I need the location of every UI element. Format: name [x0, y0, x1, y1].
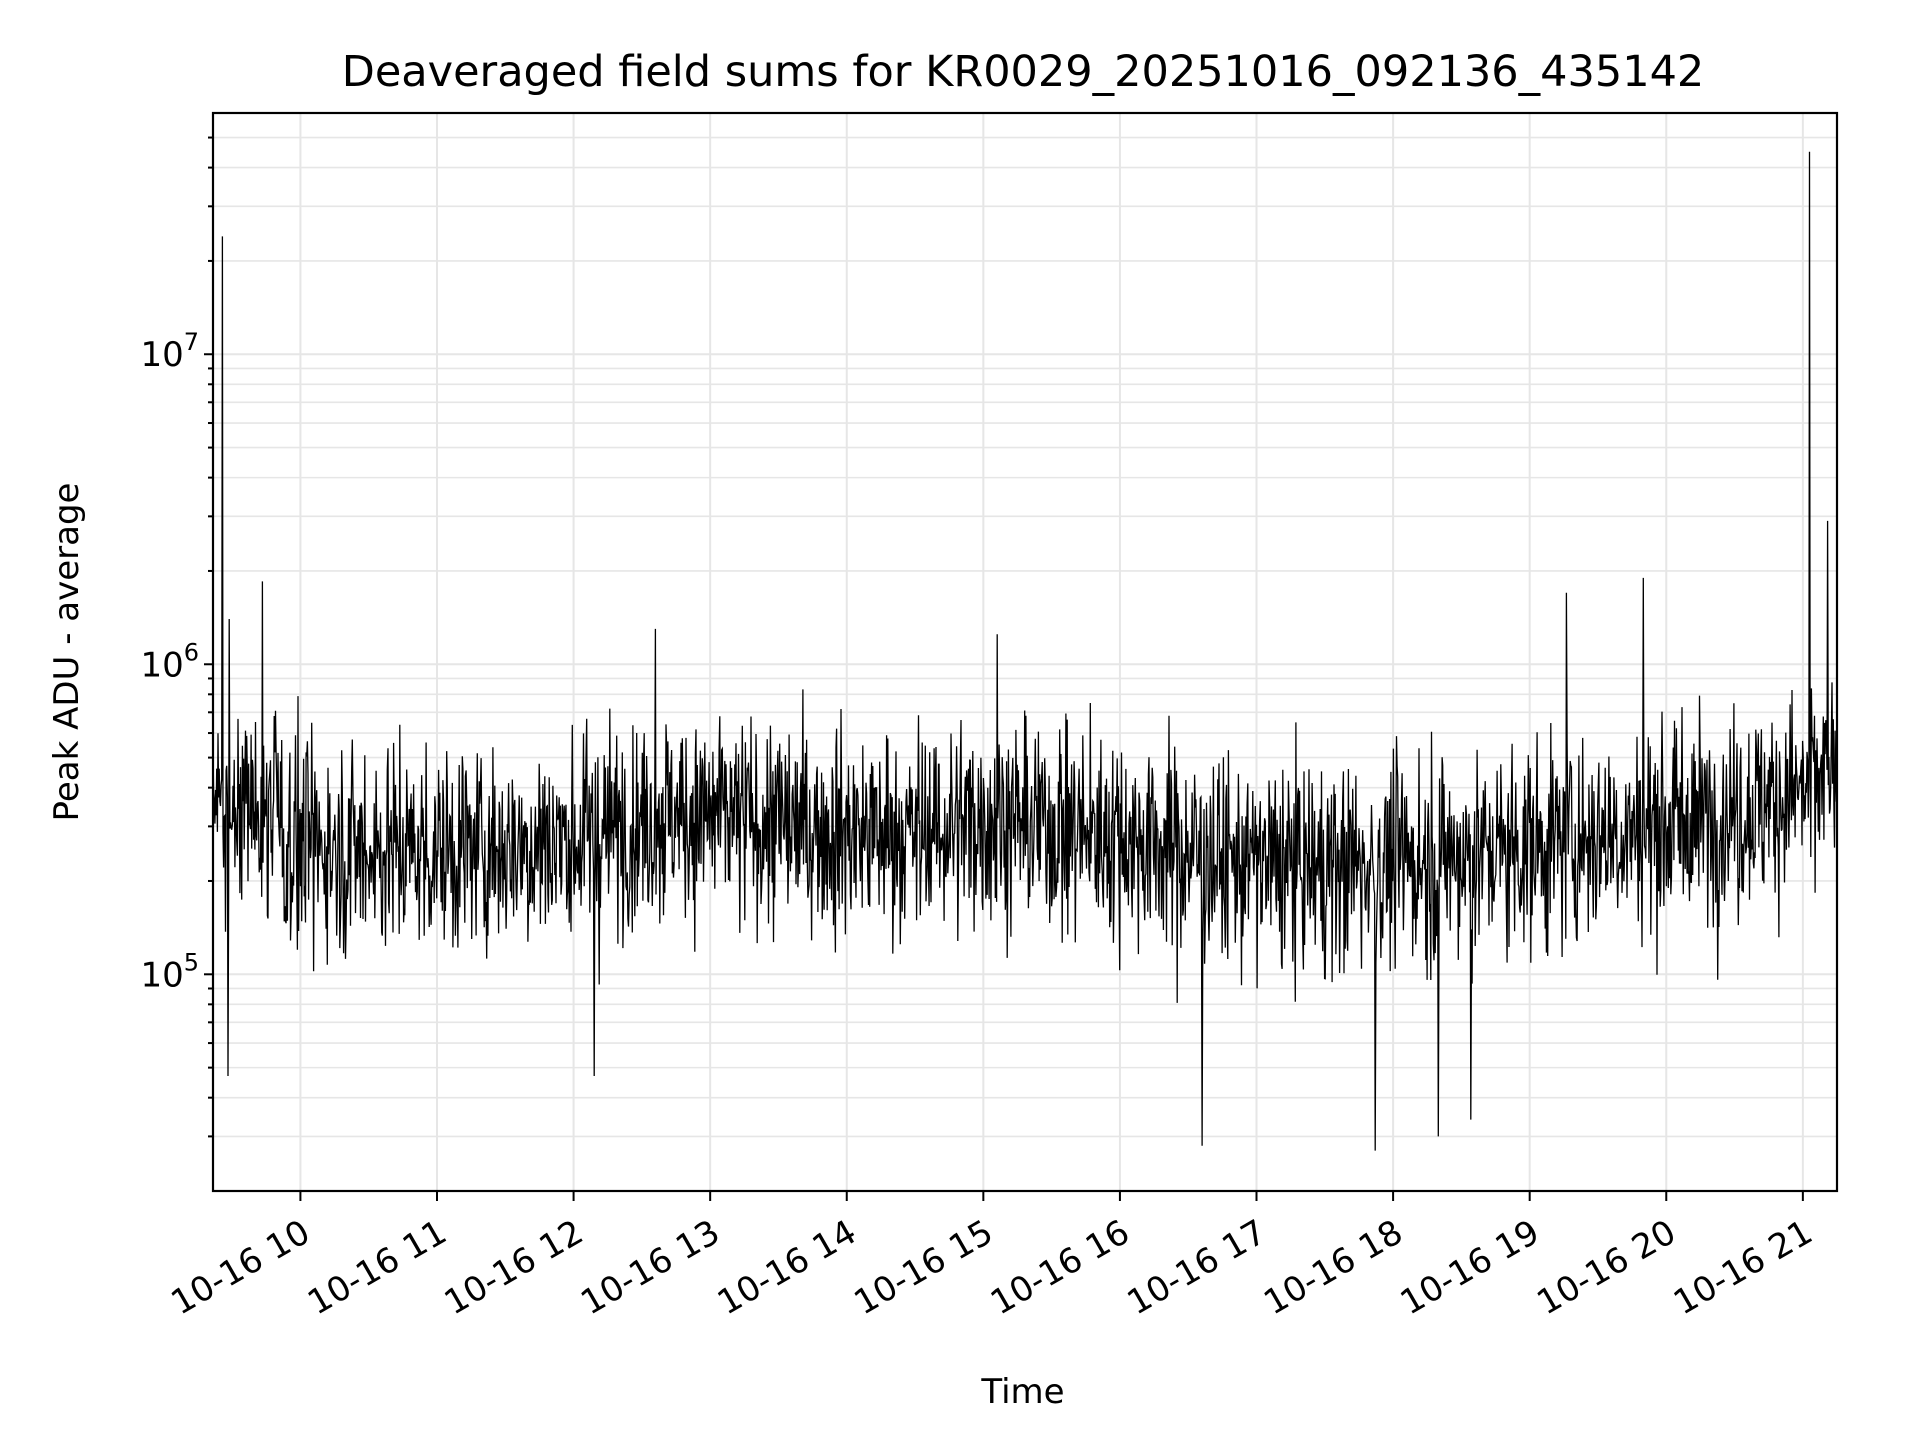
- x-tick-label: 10-16 10: [165, 1212, 317, 1323]
- x-tick-label: 10-16 12: [438, 1212, 590, 1323]
- x-tick-label: 10-16 11: [301, 1212, 453, 1323]
- series-line: [212, 151, 1838, 1151]
- x-tick-label: 10-16 19: [1394, 1212, 1546, 1323]
- y-axis-label: Peak ADU - average: [47, 483, 87, 822]
- x-tick-label: 10-16 16: [984, 1212, 1136, 1323]
- y-tick-label: 107: [140, 328, 199, 375]
- x-axis-label: Time: [980, 1372, 1064, 1412]
- y-axis: 105 106 107: [140, 136, 213, 1138]
- grid: [213, 113, 1837, 1191]
- y-tick-label: 105: [140, 948, 199, 995]
- series-polyline: [212, 151, 1838, 1151]
- x-tick-label: 10-16 20: [1530, 1212, 1682, 1323]
- x-tick-label: 10-16 21: [1667, 1212, 1819, 1323]
- x-tick-label: 10-16 18: [1257, 1212, 1409, 1323]
- x-tick-label: 10-16 13: [574, 1212, 726, 1323]
- x-tick-label: 10-16 17: [1121, 1212, 1273, 1323]
- y-tick-label: 106: [140, 638, 199, 685]
- chart-title: Deaveraged field sums for KR0029_2025101…: [342, 47, 1705, 97]
- plot-frame: [211, 111, 1839, 1193]
- x-tick-label: 10-16 14: [711, 1212, 863, 1323]
- x-tick-label: 10-16 15: [847, 1212, 999, 1323]
